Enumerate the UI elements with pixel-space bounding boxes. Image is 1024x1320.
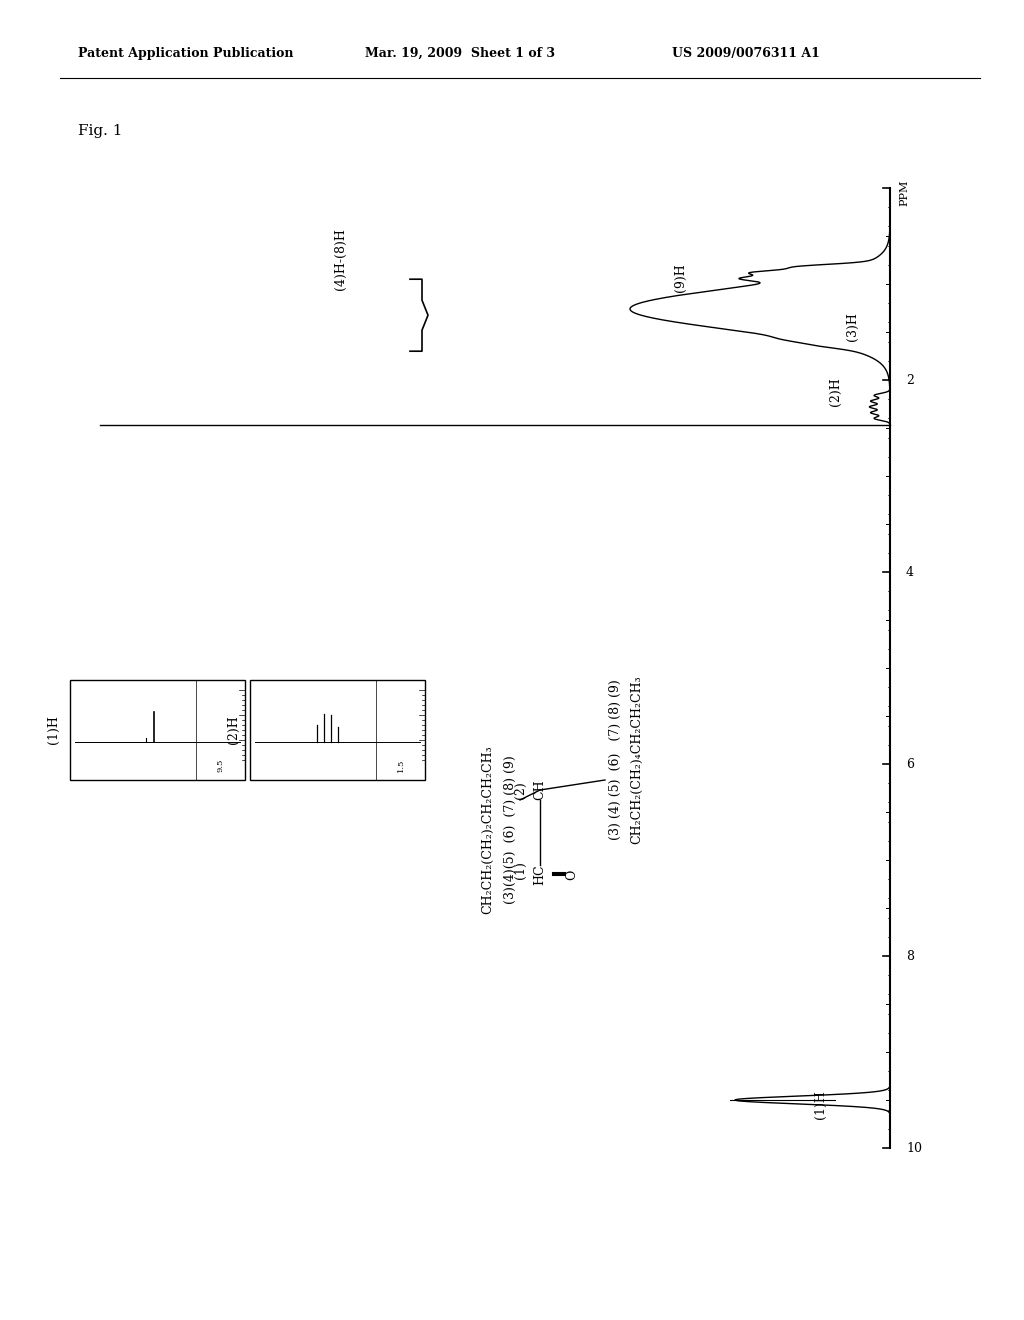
Text: US 2009/0076311 A1: US 2009/0076311 A1 [672,48,820,59]
Text: 4: 4 [906,565,914,578]
Text: (3) (4) (5)  (6)   (7) (8) (9): (3) (4) (5) (6) (7) (8) (9) [608,680,622,841]
Text: 6: 6 [906,758,914,771]
Text: 1.5: 1.5 [396,758,404,772]
Text: (2)H: (2)H [828,378,842,407]
Text: (3)H: (3)H [846,312,858,341]
Bar [250,680,425,780]
Text: 8: 8 [906,949,914,962]
Text: 10: 10 [906,1142,922,1155]
Text: (1)H: (1)H [813,1090,826,1119]
Bar [70,680,245,780]
Text: Patent Application Publication: Patent Application Publication [78,48,294,59]
Text: (1): (1) [513,861,526,879]
Text: 9.5: 9.5 [216,758,224,772]
Text: (2): (2) [513,781,526,799]
Text: CH₂CH₂(CH₂)₂CH₂CH₂CH₃: CH₂CH₂(CH₂)₂CH₂CH₂CH₃ [481,746,495,915]
Text: (3)(4)(5)  (6)  (7) (8) (9): (3)(4)(5) (6) (7) (8) (9) [504,755,516,904]
Text: (4)H-(8)H: (4)H-(8)H [334,228,346,290]
Text: O: O [565,870,579,880]
Text: (1)H: (1)H [47,715,60,744]
Text: (2)H: (2)H [227,715,240,744]
Text: Mar. 19, 2009  Sheet 1 of 3: Mar. 19, 2009 Sheet 1 of 3 [365,48,555,59]
Text: 2: 2 [906,374,913,387]
Text: PPM: PPM [899,180,909,206]
Text: HC: HC [534,865,547,886]
Text: (9)H: (9)H [674,263,686,292]
Text: CH₂CH₂(CH₂)₄CH₂CH₂CH₃: CH₂CH₂(CH₂)₄CH₂CH₂CH₃ [631,676,643,845]
Text: Fig. 1: Fig. 1 [78,124,123,139]
Text: CH: CH [534,780,547,800]
